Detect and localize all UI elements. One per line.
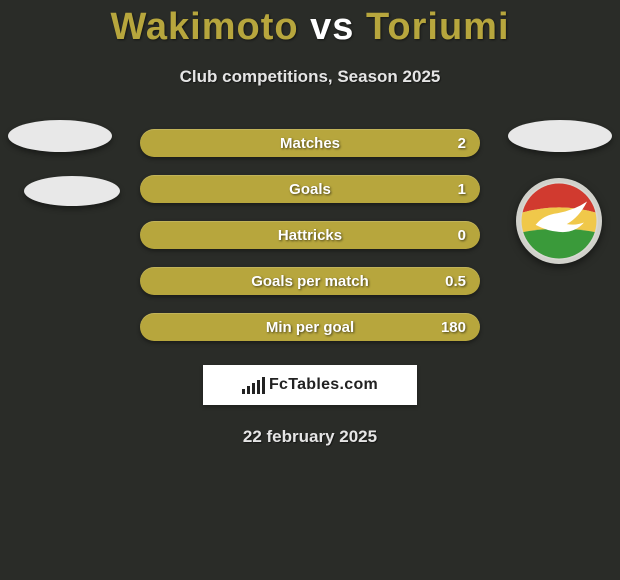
vs-text: vs — [310, 6, 354, 48]
stat-label: Hattricks — [278, 227, 342, 244]
stat-row: Min per goal 180 — [140, 313, 480, 341]
stat-label: Matches — [280, 135, 340, 152]
player2-club-badge — [516, 178, 602, 264]
player1-name: Wakimoto — [110, 6, 298, 48]
stat-label: Goals per match — [251, 273, 369, 290]
stat-value: 1 — [458, 181, 466, 198]
date-label: 22 february 2025 — [0, 427, 620, 447]
page-title: Wakimoto vs Toriumi — [0, 0, 620, 49]
stat-value: 2 — [458, 135, 466, 152]
fctables-logo[interactable]: FcTables.com — [203, 365, 417, 405]
player2-avatar-placeholder — [508, 120, 612, 152]
stat-row: Hattricks 0 — [140, 221, 480, 249]
logo-text: FcTables.com — [269, 376, 378, 394]
player1-club-placeholder — [24, 176, 120, 206]
stat-row: Goals 1 — [140, 175, 480, 203]
stat-value: 180 — [441, 319, 466, 336]
stat-label: Min per goal — [266, 319, 354, 336]
stat-label: Goals — [289, 181, 331, 198]
chart-icon — [242, 377, 265, 394]
stat-value: 0.5 — [445, 273, 466, 290]
stat-row: Matches 2 — [140, 129, 480, 157]
stat-value: 0 — [458, 227, 466, 244]
stat-row: Goals per match 0.5 — [140, 267, 480, 295]
comparison-card: Wakimoto vs Toriumi Club competitions, S… — [0, 0, 620, 447]
subtitle: Club competitions, Season 2025 — [0, 67, 620, 87]
player2-name: Toriumi — [366, 6, 510, 48]
player1-avatar-placeholder — [8, 120, 112, 152]
club-badge-svg — [520, 182, 598, 260]
